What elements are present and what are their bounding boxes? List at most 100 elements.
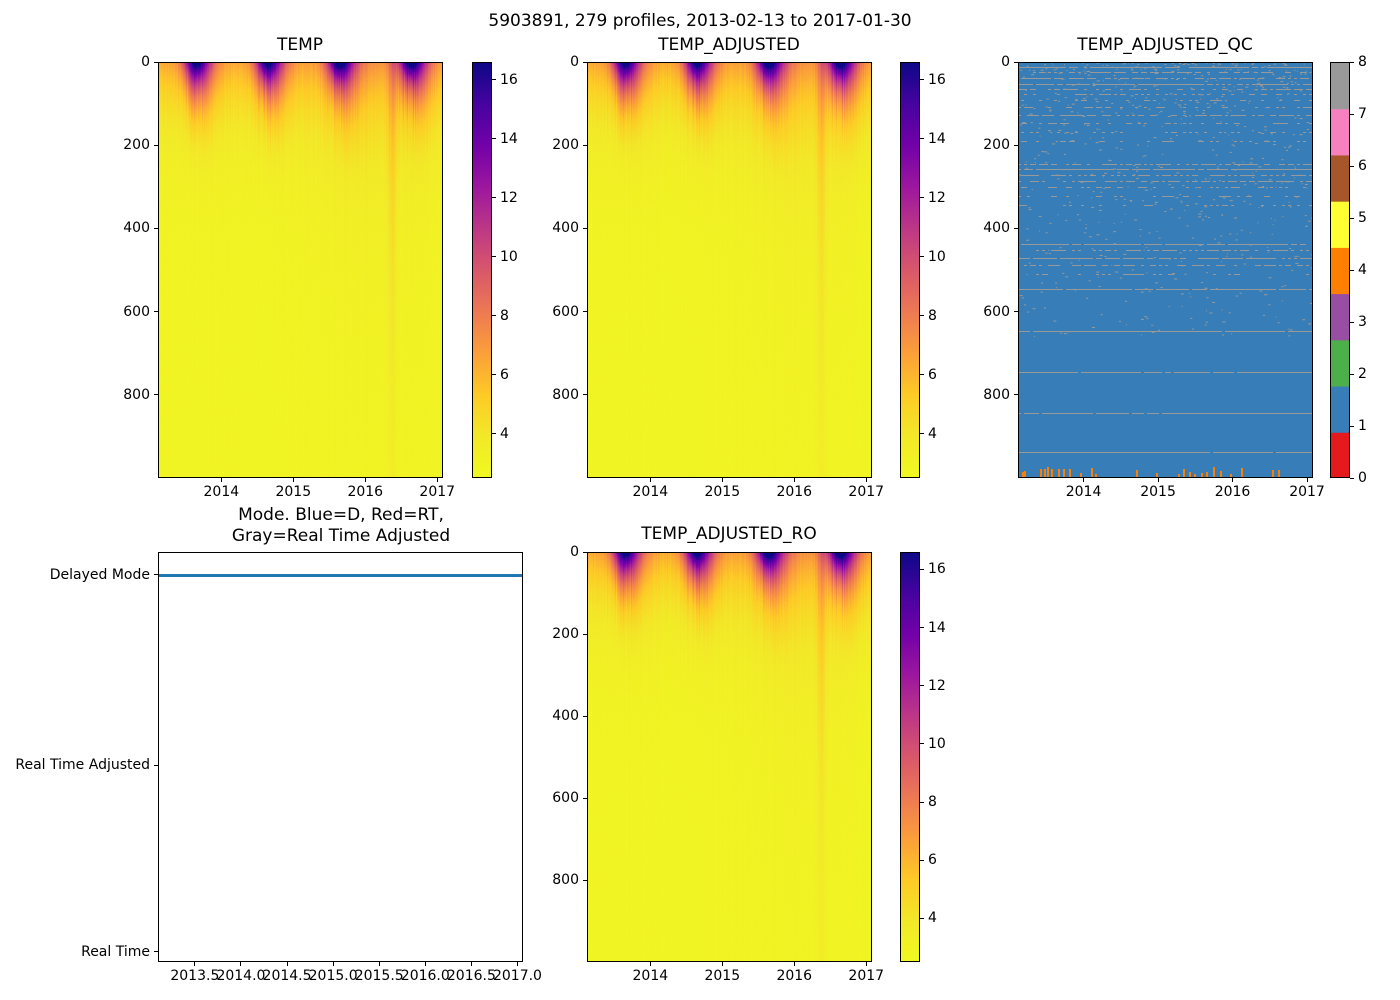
x-tick-label: 2015 <box>704 484 741 500</box>
x-tick-label: 2016.5 <box>446 968 496 984</box>
y-tick-mark <box>583 797 587 799</box>
x-tick-label: 2014 <box>203 484 240 500</box>
colorbar-tick-label: 10 <box>928 248 946 265</box>
x-tick-mark <box>424 962 426 966</box>
temp-adjusted-colorbar-canvas <box>900 62 920 478</box>
x-tick-mark <box>1157 478 1159 482</box>
y-tick-label: 0 <box>570 54 579 70</box>
y-tick-mark <box>583 551 587 553</box>
y-tick-mark <box>583 61 587 63</box>
y-tick-label: 800 <box>983 386 1010 403</box>
colorbar-tick-label: 6 <box>928 366 937 383</box>
colorbar-tick-label: 8 <box>928 307 937 324</box>
mode-y-tick-mark <box>154 951 158 953</box>
x-tick-mark <box>649 962 651 966</box>
x-tick-mark <box>286 962 288 966</box>
x-tick-mark <box>194 962 196 966</box>
x-tick-mark <box>721 962 723 966</box>
y-tick-mark <box>583 394 587 396</box>
qc-colorbar-tick-mark <box>1350 425 1354 427</box>
temp-adjusted-qc-heatmap-canvas <box>1018 62 1313 478</box>
colorbar-tick-mark <box>492 79 496 81</box>
x-tick-mark <box>220 478 222 482</box>
panel-title-mode-line1: Mode. Blue=D, Red=RT, <box>238 505 444 525</box>
x-tick-label: 2016.0 <box>400 968 450 984</box>
y-tick-label: 600 <box>983 303 1010 320</box>
x-tick-label: 2014.0 <box>216 968 266 984</box>
panel-title-mode-line2: Gray=Real Time Adjusted <box>231 526 451 546</box>
colorbar-tick-mark <box>920 138 924 140</box>
colorbar-tick-label: 16 <box>928 561 946 578</box>
colorbar-tick-label: 8 <box>500 307 509 324</box>
qc-colorbar-tick-mark <box>1350 165 1354 167</box>
y-tick-mark <box>154 311 158 313</box>
y-tick-label: 400 <box>983 220 1010 237</box>
colorbar-tick-label: 14 <box>500 130 518 147</box>
x-tick-label: 2015 <box>704 968 741 984</box>
x-tick-label: 2017 <box>848 484 885 500</box>
qc-colorbar-tick-label: 7 <box>1358 106 1367 122</box>
colorbar-tick-mark <box>920 743 924 745</box>
y-tick-mark <box>154 394 158 396</box>
qc-colorbar-tick-mark <box>1350 477 1354 479</box>
x-tick-mark <box>865 478 867 482</box>
colorbar-tick-mark <box>920 79 924 81</box>
colorbar-tick-mark <box>920 256 924 258</box>
mode-y-tick-label: Delayed Mode <box>49 566 150 583</box>
y-tick-label: 0 <box>1001 54 1010 70</box>
colorbar-tick-mark <box>492 197 496 199</box>
y-tick-mark <box>1014 227 1018 229</box>
colorbar-tick-label: 6 <box>928 852 937 869</box>
y-tick-mark <box>583 879 587 881</box>
x-tick-label: 2016 <box>347 484 384 500</box>
colorbar-tick-label: 16 <box>500 71 518 88</box>
y-tick-label: 400 <box>123 220 150 237</box>
qc-colorbar-tick-label: 0 <box>1358 470 1367 486</box>
x-tick-mark <box>1306 478 1308 482</box>
colorbar-tick-mark <box>920 374 924 376</box>
y-tick-label: 0 <box>141 54 150 70</box>
colorbar-tick-label: 10 <box>928 735 946 752</box>
colorbar-tick-label: 6 <box>500 366 509 383</box>
qc-colorbar-tick-label: 5 <box>1358 210 1367 226</box>
colorbar-tick-label: 4 <box>500 425 509 442</box>
x-tick-mark <box>793 478 795 482</box>
temp-adjusted-ro-colorbar-canvas <box>900 552 920 962</box>
y-tick-mark <box>154 61 158 63</box>
x-tick-mark <box>1232 478 1234 482</box>
colorbar-tick-mark <box>920 197 924 199</box>
qc-colorbar-tick-label: 6 <box>1358 158 1367 174</box>
x-tick-label: 2017 <box>419 484 456 500</box>
temp-adjusted-heatmap-canvas <box>587 62 872 478</box>
x-tick-label: 2013.5 <box>170 968 220 984</box>
panel-title-mode: Mode. Blue=D, Red=RT, Gray=Real Time Adj… <box>232 505 450 547</box>
qc-colorbar-tick-mark <box>1350 269 1354 271</box>
y-tick-mark <box>583 227 587 229</box>
colorbar-tick-label: 14 <box>928 619 946 636</box>
y-tick-mark <box>583 311 587 313</box>
colorbar-tick-mark <box>920 315 924 317</box>
y-tick-label: 200 <box>552 626 579 642</box>
colorbar-tick-mark <box>920 627 924 629</box>
x-tick-mark <box>793 962 795 966</box>
qc-colorbar-tick-label: 3 <box>1358 314 1367 330</box>
y-tick-mark <box>154 144 158 146</box>
panel-title-temp-adjusted: TEMP_ADJUSTED <box>658 35 800 55</box>
temp-heatmap-canvas <box>158 62 443 478</box>
colorbar-tick-mark <box>920 433 924 435</box>
x-tick-mark <box>865 962 867 966</box>
qc-colorbar-tick-mark <box>1350 321 1354 323</box>
mode-y-tick-mark <box>154 574 158 576</box>
x-tick-mark <box>240 962 242 966</box>
x-tick-mark <box>721 478 723 482</box>
y-tick-label: 200 <box>552 137 579 154</box>
mode-delayed-line <box>159 573 522 577</box>
x-tick-mark <box>1083 478 1085 482</box>
y-tick-label: 600 <box>123 303 150 320</box>
x-tick-label: 2016 <box>1214 484 1251 500</box>
colorbar-tick-label: 12 <box>928 677 946 694</box>
qc-colorbar-tick-mark <box>1350 373 1354 375</box>
mode-y-tick-mark <box>154 764 158 766</box>
colorbar-tick-mark <box>920 859 924 861</box>
